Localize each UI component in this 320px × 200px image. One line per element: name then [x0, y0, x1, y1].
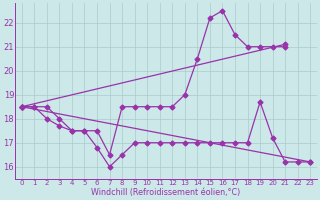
X-axis label: Windchill (Refroidissement éolien,°C): Windchill (Refroidissement éolien,°C) — [92, 188, 241, 197]
